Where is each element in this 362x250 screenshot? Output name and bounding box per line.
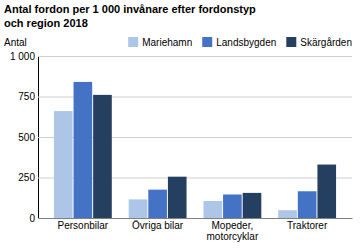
- y-axis-label: Antal: [4, 37, 27, 48]
- legend-swatch: [286, 37, 296, 47]
- x-axis: Personbilar Övriga bilar Mopeder,motorcykl…: [39, 218, 353, 242]
- y-tick: 750: [18, 91, 352, 102]
- legend: Mariehamn Landsbygden Skärgården: [128, 37, 352, 48]
- x-tick-label: Övriga bilar: [132, 220, 184, 231]
- y-tick-label: 750: [18, 91, 35, 102]
- bar: [129, 199, 148, 218]
- bar: [317, 165, 336, 218]
- y-tick-label: 500: [18, 132, 35, 143]
- bar: [54, 111, 73, 218]
- legend-item: Mariehamn: [128, 37, 192, 48]
- x-tick-label: Traktorer: [287, 220, 328, 231]
- legend-label: Mariehamn: [142, 37, 192, 48]
- legend-label: Landsbygden: [216, 37, 276, 48]
- grid-line: [38, 218, 352, 219]
- legend-item: Landsbygden: [202, 37, 276, 48]
- legend-swatch: [128, 37, 138, 47]
- y-tick-label: 1 000: [10, 51, 35, 62]
- bar: [203, 201, 222, 218]
- y-axis: 0 250 500 750 1 000: [10, 51, 352, 224]
- x-tick-label: Mopeder,motorcyklar: [207, 220, 259, 242]
- bar: [243, 193, 262, 218]
- bar: [148, 190, 167, 218]
- series: [93, 95, 336, 218]
- x-tick: Traktorer: [287, 218, 328, 231]
- bar: [93, 95, 112, 218]
- series: [74, 82, 317, 218]
- bar: [298, 191, 317, 218]
- y-tick-label: 0: [29, 213, 35, 224]
- x-tick: Mopeder,motorcyklar: [207, 218, 259, 242]
- plot: 0 250 500 750 1 000 Personbilar Övriga bilar Mo…: [10, 51, 353, 242]
- bars: [54, 82, 336, 218]
- legend-swatch: [202, 37, 212, 47]
- grid-line: [38, 56, 352, 57]
- bar: [223, 195, 242, 218]
- bar: [74, 82, 93, 218]
- bar: [278, 210, 297, 218]
- chart: Antal fordon per 1 000 invånare efter fo…: [0, 0, 362, 250]
- y-axis-line: [39, 57, 353, 219]
- y-tick: 1 000: [10, 51, 352, 62]
- bar: [168, 177, 187, 218]
- x-tick: Övriga bilar: [132, 218, 184, 231]
- legend-label: Skärgården: [300, 37, 352, 48]
- x-axis-line: [39, 218, 353, 219]
- x-tick-label: Personbilar: [58, 220, 109, 231]
- title: Antal fordon per 1 000 invånare efter fo…: [4, 3, 256, 29]
- x-tick: Personbilar: [58, 218, 109, 231]
- y-tick-label: 250: [18, 172, 35, 183]
- legend-item: Skärgården: [286, 37, 352, 48]
